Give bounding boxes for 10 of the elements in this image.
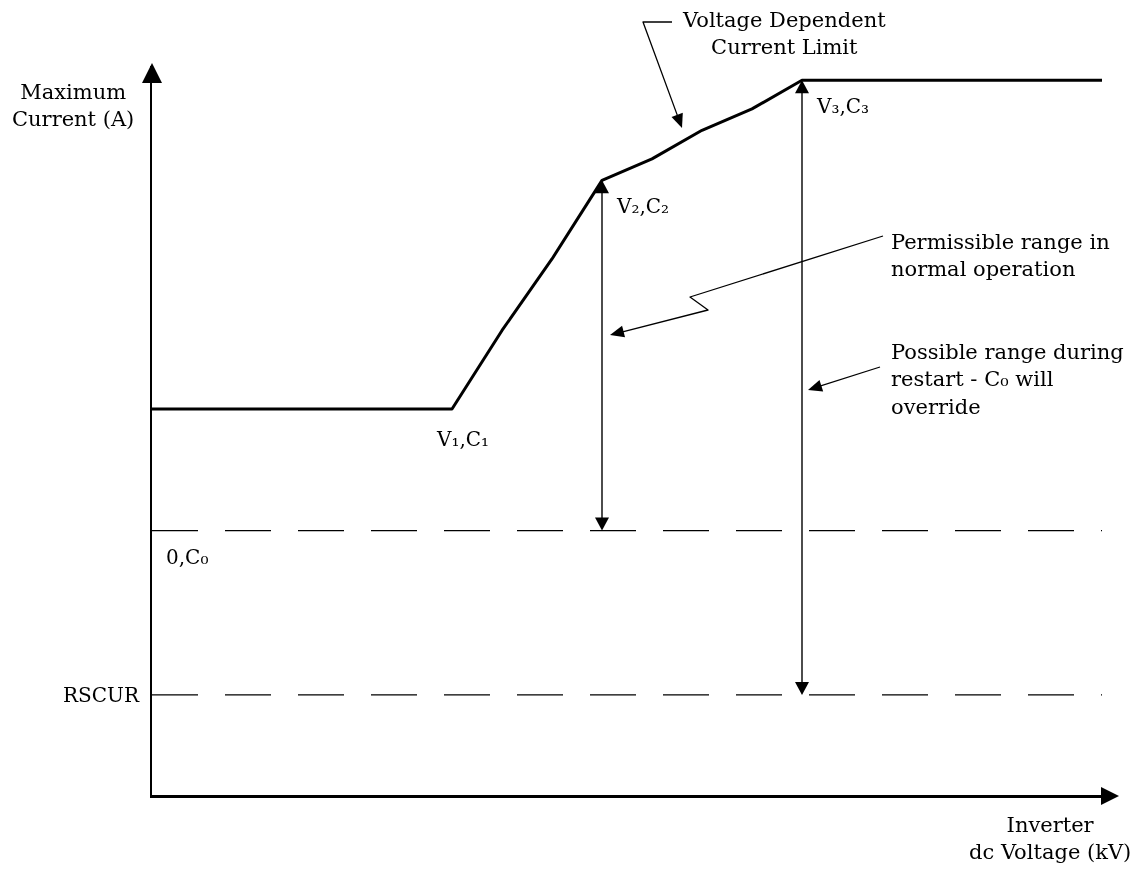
- text: Voltage Dependent Current Limit: [682, 8, 887, 60]
- annotation: V₂,C₂: [616, 194, 670, 218]
- ref-line-label: 0,C₀: [166, 545, 209, 569]
- ref-line-label: RSCUR: [63, 683, 140, 707]
- annotation: Permissible range in normal operation: [891, 230, 1110, 282]
- annotation: Possible range during restart - C₀ will override: [891, 340, 1124, 419]
- annotation: V₁,C₁: [436, 427, 490, 451]
- y-axis-title: Maximum Current (A): [12, 80, 135, 132]
- annotation: V₃,C₃: [816, 94, 870, 118]
- x-axis-title: Inverter dc Voltage (kV): [969, 813, 1132, 865]
